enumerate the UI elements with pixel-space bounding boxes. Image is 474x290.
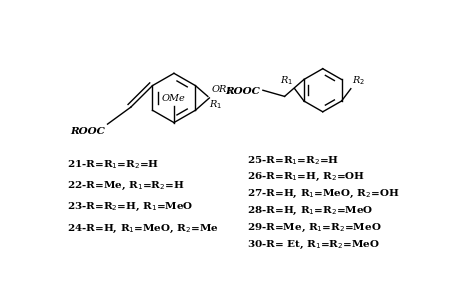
Text: R$_1$: R$_1$ [210, 98, 223, 111]
Text: OMe: OMe [162, 94, 186, 103]
Text: R$_1$: R$_1$ [280, 74, 293, 87]
Text: 25-R=R$_1$=R$_2$=H: 25-R=R$_1$=R$_2$=H [247, 154, 339, 167]
Text: ROOC: ROOC [226, 87, 261, 96]
Text: R$_2$: R$_2$ [352, 74, 365, 87]
Text: 26-R=R$_1$=H, R$_2$=OH: 26-R=R$_1$=H, R$_2$=OH [247, 171, 365, 183]
Text: OR$_2$: OR$_2$ [211, 84, 232, 96]
Text: 28-R=H, R$_1$=R$_2$=MeO: 28-R=H, R$_1$=R$_2$=MeO [247, 205, 373, 217]
Text: 22-R=Me, R$_1$=R$_2$=H: 22-R=Me, R$_1$=R$_2$=H [67, 180, 184, 192]
Text: 27-R=H, R$_1$=MeO, R$_2$=OH: 27-R=H, R$_1$=MeO, R$_2$=OH [247, 188, 399, 200]
Text: 21-R=R$_1$=R$_2$=H: 21-R=R$_1$=R$_2$=H [67, 158, 159, 171]
Text: 24-R=H, R$_1$=MeO, R$_2$=Me: 24-R=H, R$_1$=MeO, R$_2$=Me [67, 223, 219, 235]
Text: ROOC: ROOC [70, 127, 105, 136]
Text: 29-R=Me, R$_1$=R$_2$=MeO: 29-R=Me, R$_1$=R$_2$=MeO [247, 222, 381, 234]
Text: 23-R=R$_2$=H, R$_1$=MeO: 23-R=R$_2$=H, R$_1$=MeO [67, 201, 193, 213]
Text: 30-R= Et, R$_1$=R$_2$=MeO: 30-R= Et, R$_1$=R$_2$=MeO [247, 239, 380, 251]
